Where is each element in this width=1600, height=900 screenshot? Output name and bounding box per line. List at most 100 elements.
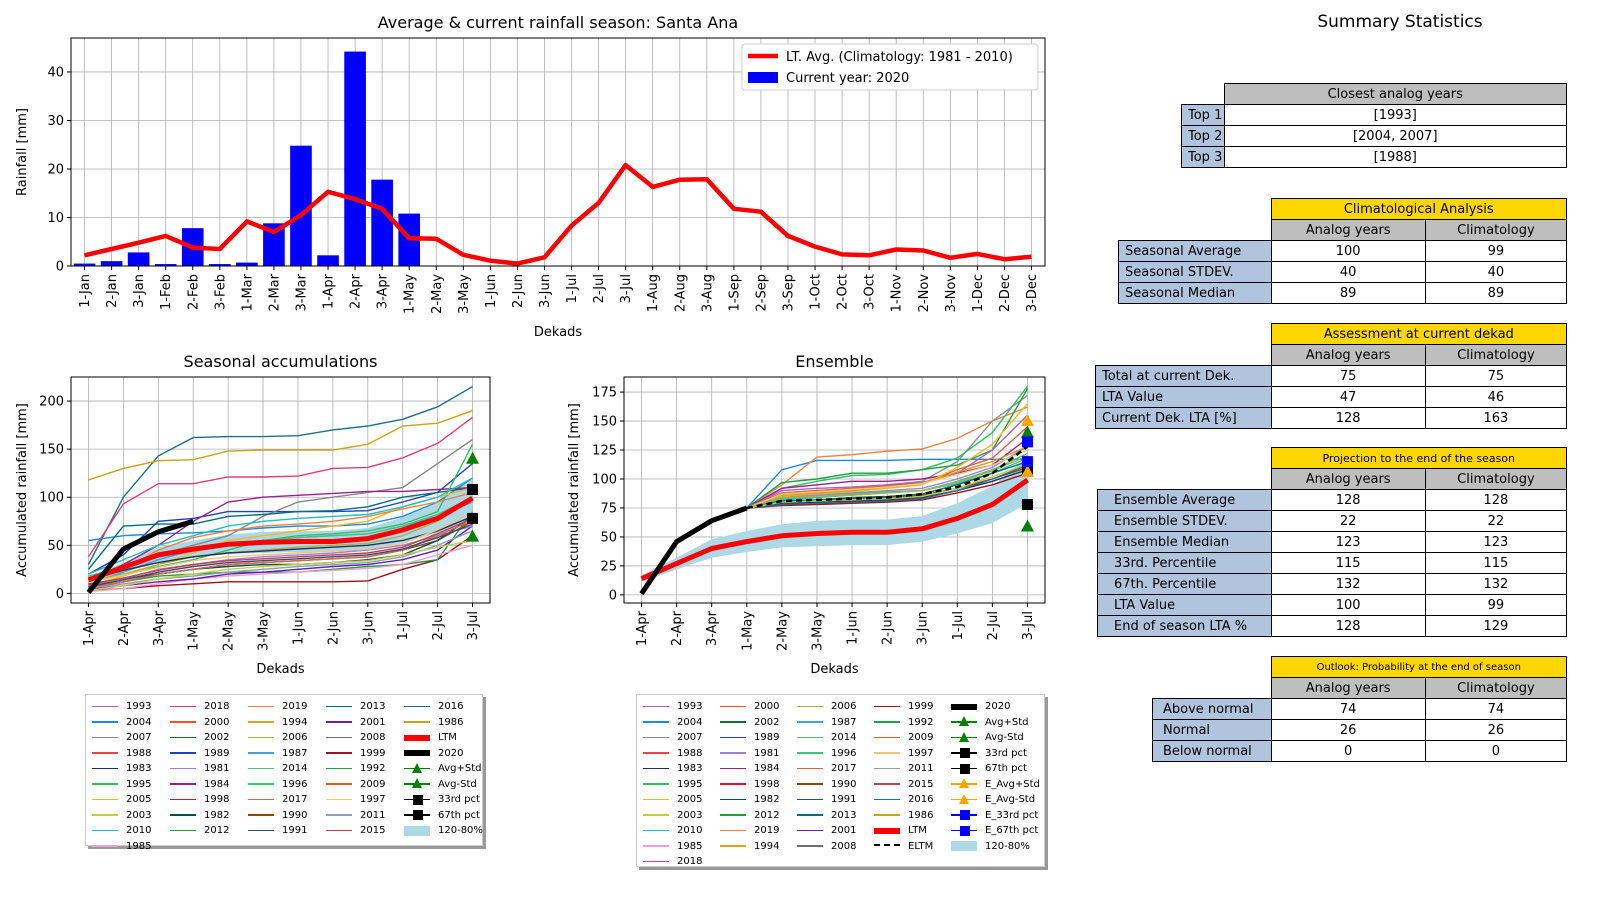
x-axis-label: Dekads bbox=[810, 662, 859, 677]
x-tick-label: 1-Sep bbox=[727, 274, 742, 311]
year-line-2006 bbox=[746, 455, 1028, 509]
legend-label: LTM bbox=[438, 732, 457, 744]
seasonal-accumulations-chart: 0 50 100 150 200 1-Apr 2-Apr 3-Apr 1-May 2-May 3-M… bbox=[15, 352, 491, 677]
stat-climatology-value: 89 bbox=[1424, 282, 1568, 304]
legend-item: 1981 bbox=[170, 761, 229, 777]
year-line-1999 bbox=[746, 472, 1028, 509]
y-tick-label: 0 bbox=[609, 588, 617, 603]
legend-swatch bbox=[404, 825, 430, 837]
stat-row: 67th. Percentile 132 132 bbox=[1097, 573, 1568, 595]
legend-label: 2013 bbox=[360, 701, 386, 713]
stat-row-label: Normal bbox=[1152, 719, 1272, 741]
year-line-2014 bbox=[746, 452, 1028, 509]
legend-item: 2004 bbox=[643, 715, 702, 731]
x-tick-label: 2-Apr bbox=[670, 610, 685, 646]
projection-table: Projection to the end of the season Anal… bbox=[1097, 447, 1568, 637]
legend-label: 1989 bbox=[754, 732, 780, 744]
legend-swatch bbox=[326, 809, 352, 821]
legend-swatch bbox=[797, 778, 823, 790]
y-tick-label: 50 bbox=[47, 539, 64, 554]
legend-swatch bbox=[92, 794, 118, 806]
stat-analog-value: 123 bbox=[1270, 531, 1426, 553]
legend-item: 1985 bbox=[643, 839, 702, 855]
x-tick-label: 2-Jan bbox=[105, 274, 120, 308]
legend-label: 1988 bbox=[677, 747, 703, 759]
stat-climatology-value: 115 bbox=[1424, 552, 1568, 574]
legend-item: 1984 bbox=[720, 761, 779, 777]
legend-swatch bbox=[643, 856, 669, 868]
stat-climatology-value: 129 bbox=[1424, 615, 1568, 637]
year-line-1986 bbox=[88, 410, 473, 481]
legend-label: 2004 bbox=[126, 716, 152, 728]
legend-item: 2007 bbox=[643, 730, 702, 746]
legend-label: 1986 bbox=[908, 809, 934, 821]
year-line-2003 bbox=[88, 539, 473, 592]
analog-row-label: Top 1 bbox=[1181, 104, 1225, 126]
legend-label: 1997 bbox=[360, 794, 386, 806]
y-tick-label: 75 bbox=[600, 501, 617, 516]
x-tick-label: 2-Aug bbox=[673, 274, 688, 312]
legend-label: 2017 bbox=[282, 794, 308, 806]
legend-item: 2002 bbox=[170, 730, 229, 746]
legend-swatch bbox=[170, 701, 196, 713]
year-line-1995 bbox=[746, 385, 1029, 509]
legend-label: 1991 bbox=[282, 825, 308, 837]
x-tick-label: 1-May bbox=[740, 611, 755, 651]
legend-item: 2000 bbox=[170, 715, 229, 731]
legend-label: 2010 bbox=[126, 825, 152, 837]
marker-e-avg-std bbox=[1020, 465, 1034, 478]
legend-swatch bbox=[720, 809, 746, 821]
legend-label: 2018 bbox=[677, 856, 703, 868]
legend-label: 1994 bbox=[754, 840, 780, 852]
legend-item: 2008 bbox=[326, 730, 385, 746]
x-tick-label: 2-Dec bbox=[998, 274, 1013, 312]
legend-item: 33rd pct bbox=[404, 792, 483, 808]
current-year-line bbox=[639, 505, 748, 596]
legend-label: 1994 bbox=[282, 716, 308, 728]
legend-swatch bbox=[951, 731, 977, 744]
year-line-2018 bbox=[87, 416, 473, 558]
x-tick-label: 3-Apr bbox=[376, 273, 391, 309]
legend-swatch bbox=[720, 794, 746, 806]
legend-column: 2000 2002 1989 1981 1984 1998 1982 2012 2019 1994 bbox=[720, 699, 779, 854]
legend-item: Avg+Std bbox=[951, 715, 1040, 731]
legend-label: 1993 bbox=[126, 701, 152, 713]
legend-label: 2012 bbox=[754, 809, 780, 821]
legend-item: 2001 bbox=[797, 823, 856, 839]
legend-item: 1986 bbox=[874, 808, 933, 824]
year-line-1991 bbox=[88, 523, 473, 588]
legend-item: 120-80% bbox=[404, 823, 483, 839]
legend-item: 1988 bbox=[92, 746, 151, 762]
stat-row-label: Ensemble Average bbox=[1097, 489, 1272, 511]
legend-item: 2014 bbox=[797, 730, 856, 746]
legend-label: E_67th pct bbox=[985, 825, 1039, 837]
legend-column: 1993 2004 2007 1988 1983 1995 2005 2003 2010 1985 bbox=[92, 699, 151, 854]
legend-item: LTM bbox=[404, 730, 483, 746]
legend-item: 2016 bbox=[404, 699, 483, 715]
legend-label: 1984 bbox=[754, 763, 780, 775]
stat-analog-value: 22 bbox=[1270, 510, 1426, 532]
x-tick-label: 2-Apr bbox=[117, 610, 132, 646]
year-line-1983 bbox=[88, 515, 473, 581]
stat-row: Current Dek. LTA [%] 128 163 bbox=[1095, 407, 1568, 429]
x-tick-label: 3-Mar bbox=[294, 273, 309, 311]
legend-swatch bbox=[874, 778, 900, 790]
stat-analog-value: 128 bbox=[1270, 615, 1426, 637]
legend-swatch bbox=[797, 794, 823, 806]
legend-swatch bbox=[797, 701, 823, 713]
climatological-analysis-header: Climatological Analysis bbox=[1270, 198, 1567, 220]
x-tick-label: 3-Oct bbox=[863, 274, 878, 310]
legend-label: 1985 bbox=[677, 840, 703, 852]
legend-swatch bbox=[92, 763, 118, 775]
legend-label: 67th pct bbox=[985, 763, 1027, 775]
rainfall-bar bbox=[263, 223, 285, 266]
legend-item: 2017 bbox=[797, 761, 856, 777]
y-axis-label: Accumulated rainfall [mm] bbox=[15, 403, 30, 577]
legend-label: 2000 bbox=[754, 701, 780, 713]
x-tick-label: 1-May bbox=[187, 611, 202, 651]
legend-label: 2019 bbox=[282, 701, 308, 713]
legend-label: 2011 bbox=[360, 809, 386, 821]
legend-item: 2001 bbox=[326, 715, 385, 731]
legend-item: 2004 bbox=[92, 715, 151, 731]
rainfall-bar bbox=[290, 145, 312, 266]
